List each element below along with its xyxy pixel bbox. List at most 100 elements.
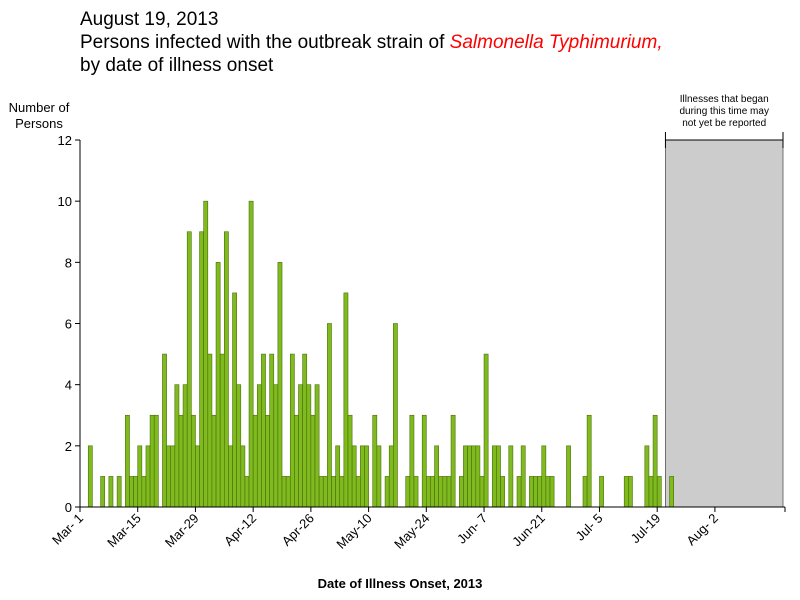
bar bbox=[100, 476, 106, 508]
bar bbox=[516, 476, 522, 508]
bar bbox=[393, 323, 398, 508]
bar bbox=[458, 476, 464, 508]
bar bbox=[409, 414, 415, 508]
bar bbox=[269, 353, 275, 508]
bar bbox=[252, 414, 258, 508]
bar bbox=[108, 476, 114, 508]
bar bbox=[87, 445, 93, 508]
bar bbox=[207, 353, 213, 508]
bar bbox=[331, 476, 336, 508]
title-prefix: Persons infected with the outbreak strai… bbox=[80, 32, 450, 53]
bar bbox=[191, 414, 196, 508]
bar bbox=[195, 445, 200, 508]
y-tick-label: 6 bbox=[65, 317, 72, 332]
y-axis-label-line-1: Number of bbox=[8, 100, 70, 115]
bar bbox=[656, 476, 662, 508]
bar bbox=[116, 476, 122, 508]
x-tick-label: Mar-29 bbox=[162, 511, 202, 551]
bar bbox=[537, 476, 543, 508]
bar bbox=[496, 445, 501, 508]
x-tick-label: Mar-15 bbox=[104, 511, 144, 551]
bar bbox=[322, 476, 328, 508]
bar bbox=[244, 476, 250, 508]
bar bbox=[599, 476, 604, 508]
bar bbox=[256, 384, 262, 508]
bar bbox=[306, 384, 312, 508]
bar bbox=[421, 414, 427, 508]
bar bbox=[153, 414, 159, 508]
reporting-note-line: Illnesses that began bbox=[680, 94, 769, 105]
bar bbox=[174, 384, 180, 508]
bar bbox=[475, 445, 481, 508]
bar bbox=[360, 445, 365, 508]
chart-title: August 19, 2013 Persons infected with th… bbox=[80, 8, 663, 77]
bar bbox=[541, 445, 547, 508]
bar bbox=[261, 353, 266, 508]
x-tick-label: Jul-19 bbox=[628, 511, 664, 547]
bar bbox=[137, 445, 143, 508]
bar bbox=[310, 414, 316, 508]
bar bbox=[372, 414, 378, 508]
bar bbox=[529, 476, 534, 508]
bar bbox=[586, 414, 592, 508]
bars bbox=[87, 200, 674, 508]
bar bbox=[405, 476, 411, 508]
y-tick-label: 10 bbox=[58, 194, 72, 209]
bar bbox=[203, 200, 209, 508]
bar bbox=[438, 476, 444, 508]
bar bbox=[248, 200, 254, 508]
bar bbox=[211, 414, 217, 508]
bar bbox=[508, 445, 514, 508]
x-axis-label: Date of Illness Onset, 2013 bbox=[317, 576, 483, 591]
bar bbox=[652, 414, 658, 508]
bar bbox=[302, 353, 308, 508]
x-tick-label: Jul- 5 bbox=[573, 511, 606, 544]
reporting-note-line: not yet be reported bbox=[682, 118, 766, 129]
bar bbox=[533, 476, 538, 508]
bar bbox=[223, 231, 229, 508]
reporting-note-line: during this time may bbox=[679, 106, 768, 117]
x-tick-label: May-24 bbox=[391, 511, 432, 552]
bar bbox=[339, 476, 345, 508]
x-tick-label: Mar- 1 bbox=[49, 511, 86, 548]
bar bbox=[491, 445, 497, 508]
bar bbox=[149, 414, 155, 508]
x-tick-label: May-10 bbox=[333, 511, 374, 552]
bar bbox=[582, 476, 588, 508]
bar bbox=[162, 353, 167, 508]
bar bbox=[446, 476, 452, 508]
bar bbox=[318, 476, 324, 508]
bar bbox=[170, 445, 176, 508]
y-axis-label: Number of Persons bbox=[0, 100, 78, 132]
bar bbox=[628, 476, 633, 508]
bar bbox=[479, 476, 485, 508]
bar bbox=[232, 292, 237, 508]
bar bbox=[240, 445, 246, 508]
y-axis-label-line-2: Persons bbox=[15, 116, 63, 131]
bar bbox=[566, 445, 571, 508]
title-line-3: by date of illness onset bbox=[80, 55, 274, 76]
bar bbox=[388, 445, 394, 508]
bar bbox=[442, 476, 448, 508]
bar bbox=[215, 262, 221, 508]
bar bbox=[182, 384, 188, 508]
bar bbox=[623, 476, 629, 508]
bar bbox=[236, 384, 242, 508]
bar bbox=[133, 476, 139, 508]
bar bbox=[351, 445, 357, 508]
bar bbox=[549, 476, 555, 508]
shaded-region bbox=[665, 139, 784, 508]
bar bbox=[285, 476, 291, 508]
bar bbox=[335, 445, 341, 508]
bar bbox=[327, 323, 332, 508]
bar bbox=[644, 445, 650, 508]
bar bbox=[277, 262, 283, 508]
bar bbox=[669, 476, 674, 508]
bar bbox=[186, 231, 192, 508]
bar bbox=[178, 414, 184, 508]
x-tick-label: Apr-12 bbox=[221, 511, 259, 549]
bar bbox=[355, 476, 361, 508]
report-date: August 19, 2013 bbox=[80, 9, 219, 30]
x-tick-label: Aug- 2 bbox=[683, 511, 721, 549]
